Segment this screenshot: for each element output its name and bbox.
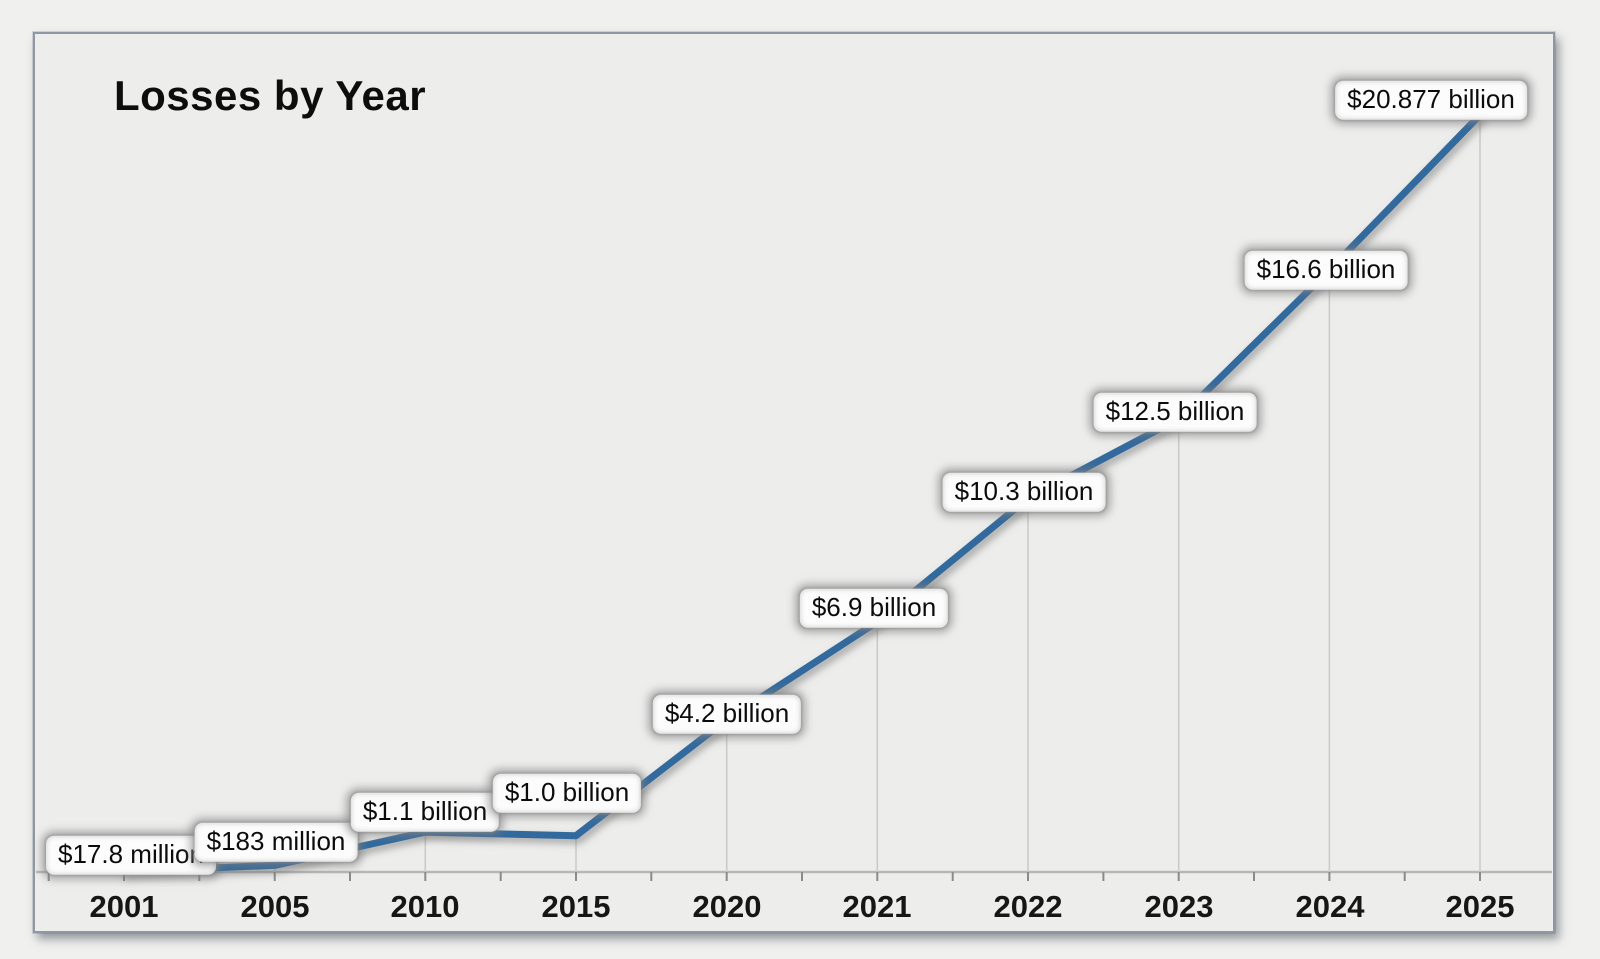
x-axis-label-2025: 2025 bbox=[1445, 889, 1515, 924]
data-label-2005: $183 million bbox=[194, 822, 358, 862]
data-label-2022: $10.3 billion bbox=[942, 472, 1106, 512]
data-label-2023: $12.5 billion bbox=[1093, 392, 1257, 432]
x-axis-label-2005: 2005 bbox=[240, 889, 310, 924]
data-label-2024: $16.6 billion bbox=[1244, 250, 1408, 290]
chart-panel bbox=[33, 32, 1555, 933]
x-axis-label-2010: 2010 bbox=[390, 889, 460, 924]
data-label-2015: $1.0 billion bbox=[492, 773, 642, 813]
x-axis-label-2001: 2001 bbox=[89, 889, 159, 924]
chart-title: Losses by Year bbox=[114, 72, 427, 119]
x-axis-label-2023: 2023 bbox=[1144, 889, 1214, 924]
data-label-2025: $20.877 billion bbox=[1335, 80, 1527, 120]
x-axis-label-2022: 2022 bbox=[993, 889, 1063, 924]
x-axis-label-2024: 2024 bbox=[1295, 889, 1365, 924]
data-label-2021: $6.9 billion bbox=[799, 588, 949, 628]
data-label-2020: $4.2 billion bbox=[652, 694, 802, 734]
data-label-2001: $17.8 million bbox=[46, 835, 216, 875]
x-axis-label-2021: 2021 bbox=[842, 889, 912, 924]
data-label-2010: $1.1 billion bbox=[350, 792, 500, 832]
x-axis-label-2015: 2015 bbox=[541, 889, 611, 924]
x-axis-label-2020: 2020 bbox=[692, 889, 762, 924]
